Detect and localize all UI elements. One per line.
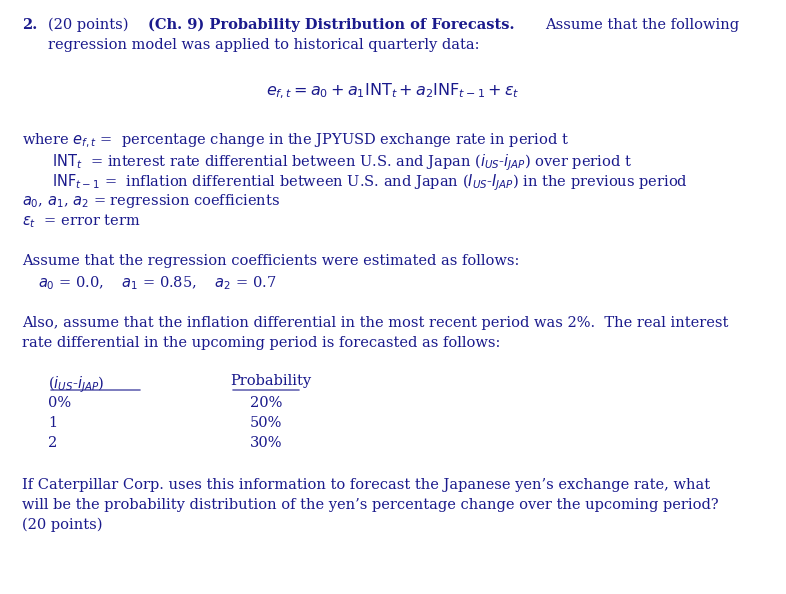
Text: (20 points): (20 points) bbox=[22, 518, 102, 532]
Text: 2: 2 bbox=[48, 436, 57, 450]
Text: Assume that the regression coefficients were estimated as follows:: Assume that the regression coefficients … bbox=[22, 254, 520, 268]
Text: $a_0$, $a_1$, $a_2$ = regression coefficients: $a_0$, $a_1$, $a_2$ = regression coeffic… bbox=[22, 192, 280, 210]
Text: 20%: 20% bbox=[250, 396, 282, 410]
Text: regression model was applied to historical quarterly data:: regression model was applied to historic… bbox=[48, 38, 479, 52]
Text: (Ch. 9) Probability Distribution of Forecasts.: (Ch. 9) Probability Distribution of Fore… bbox=[148, 18, 515, 33]
Text: 1: 1 bbox=[48, 416, 57, 430]
Text: 0%: 0% bbox=[48, 396, 71, 410]
Text: Assume that the following: Assume that the following bbox=[545, 18, 739, 32]
Text: $a_0$ = 0.0,    $a_1$ = 0.85,    $a_2$ = 0.7: $a_0$ = 0.0, $a_1$ = 0.85, $a_2$ = 0.7 bbox=[38, 274, 277, 292]
Text: 50%: 50% bbox=[250, 416, 282, 430]
Text: rate differential in the upcoming period is forecasted as follows:: rate differential in the upcoming period… bbox=[22, 336, 501, 350]
Text: Also, assume that the inflation differential in the most recent period was 2%.  : Also, assume that the inflation differen… bbox=[22, 316, 729, 330]
Text: If Caterpillar Corp. uses this information to forecast the Japanese yen’s exchan: If Caterpillar Corp. uses this informati… bbox=[22, 478, 710, 492]
Text: $\mathrm{INF}_{t-1}$ =  inflation differential between U.S. and Japan ($I_{US}$-: $\mathrm{INF}_{t-1}$ = inflation differe… bbox=[52, 172, 688, 192]
Text: 2.: 2. bbox=[22, 18, 37, 32]
Text: $e_{f,t} = a_0 + a_1\mathrm{INT}_t + a_2\mathrm{INF}_{t-1} + \varepsilon_t$: $e_{f,t} = a_0 + a_1\mathrm{INT}_t + a_2… bbox=[266, 82, 520, 102]
Text: Probability: Probability bbox=[230, 374, 311, 388]
Text: where $e_{f,t}$ =  percentage change in the JPYUSD exchange rate in period t: where $e_{f,t}$ = percentage change in t… bbox=[22, 132, 569, 150]
Text: $\varepsilon_t$  = error term: $\varepsilon_t$ = error term bbox=[22, 212, 141, 230]
Text: $\mathrm{INT}_t$  = interest rate differential between U.S. and Japan ($i_{US}$-: $\mathrm{INT}_t$ = interest rate differe… bbox=[52, 152, 632, 173]
Text: (20 points): (20 points) bbox=[48, 18, 128, 33]
Text: ($i_{US}$-$i_{JAP}$): ($i_{US}$-$i_{JAP}$) bbox=[48, 374, 105, 394]
Text: will be the probability distribution of the yen’s percentage change over the upc: will be the probability distribution of … bbox=[22, 498, 718, 512]
Text: 30%: 30% bbox=[250, 436, 282, 450]
